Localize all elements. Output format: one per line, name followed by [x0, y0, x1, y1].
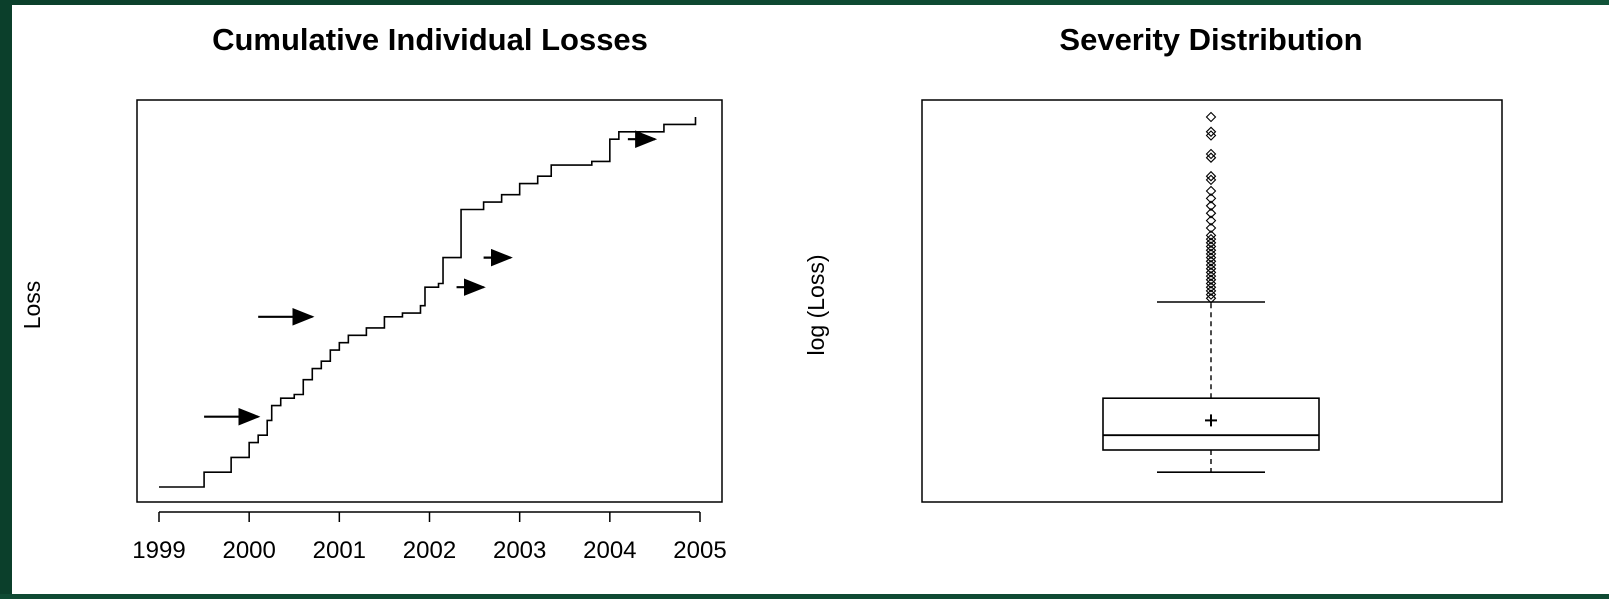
chart-2-outlier-point — [1205, 148, 1217, 160]
chart-2-outlier-point — [1205, 207, 1217, 219]
chart-2-title: Severity Distribution — [1059, 22, 1362, 57]
figure-panel: Cumulative Individual Losses Loss 1999 20… — [12, 5, 1609, 594]
chart-1-x-tick-label: 2001 — [313, 537, 366, 564]
chart-2-outlier-point — [1205, 222, 1217, 234]
chart-2-outlier-point — [1205, 152, 1217, 163]
chart-1-x-tick-label: 2003 — [493, 537, 546, 564]
chart-1-x-tick-label: 2000 — [222, 537, 275, 564]
chart-2-outlier-point — [1205, 193, 1217, 204]
chart-2-outlier-point — [1205, 170, 1217, 182]
chart-1-x-tick-label: 1999 — [132, 537, 185, 564]
figure-canvas: Cumulative Individual Losses Loss 1999 20… — [19, 22, 1503, 564]
chart-1-ylabel: Loss — [19, 281, 45, 330]
chart-2-outlier-point — [1205, 230, 1217, 241]
chart-1-x-axis: 1999 2000 2001 2002 2003 2004 2005 — [132, 511, 727, 564]
chart-1-x-tick-label: 2004 — [583, 537, 636, 564]
chart-1-annotations — [204, 130, 658, 426]
chart-2-outlier-point — [1205, 200, 1217, 212]
chart-2-outlier-point — [1205, 126, 1217, 138]
chart-1-series-line — [159, 117, 697, 488]
chart-2-outlier-point — [1205, 111, 1217, 123]
chart-2-plot-box — [921, 99, 1503, 503]
chart-2-outlier-point — [1205, 185, 1217, 197]
chart-1-x-tick-label: 2002 — [403, 537, 456, 564]
chart-1-plot-box — [136, 99, 723, 503]
chart-1-title: Cumulative Individual Losses — [212, 22, 648, 57]
chart-2-outlier-point — [1205, 130, 1217, 141]
chart-2-box — [1102, 397, 1320, 451]
chart-1-line-layer — [159, 117, 697, 488]
chart-2-ylabel: log (Loss) — [803, 255, 829, 356]
chart-2-outlier-point — [1205, 215, 1217, 226]
chart-2-outlier-point — [1205, 174, 1217, 186]
chart-2-boxplot — [1102, 111, 1320, 474]
chart-1-x-tick-label: 2005 — [673, 537, 726, 564]
